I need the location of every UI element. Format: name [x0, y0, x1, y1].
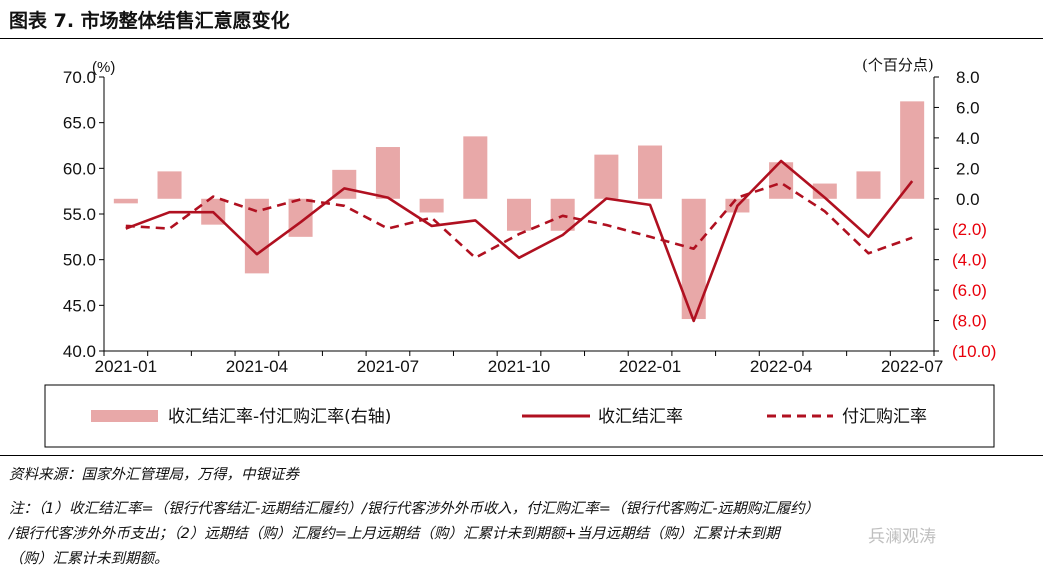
- note-line-3: （购）汇累计未到期额。: [9, 551, 169, 567]
- bar-diff: [812, 183, 837, 199]
- left-axis-tick-label: 60.0: [63, 159, 96, 178]
- chart: 70.0 65.0 60.0 55.0 50.0 45.0 40.0 (%) 8.0 6.0 4.0…: [44, 56, 996, 448]
- bar-diff: [113, 198, 138, 204]
- x-axis-tick-label: 2022-01: [619, 357, 681, 376]
- bar-diff: [856, 171, 881, 199]
- bar-diff: [288, 198, 313, 237]
- legend-box: [44, 384, 995, 448]
- legend-label-solid: 收汇结汇率: [598, 407, 683, 427]
- right-axis-tick-label: 8.0: [956, 68, 980, 87]
- right-axis-tick-label: 0.0: [956, 190, 980, 209]
- right-axis-tick-label: (6.0): [952, 281, 987, 300]
- legend-label-bar: 收汇结汇率-付汇购汇率(右轴): [168, 407, 391, 427]
- note-line-1: 注：（1）收汇结汇率=（银行代客结汇-远期结汇履约）/银行代客涉外外币收入，付汇…: [9, 501, 820, 517]
- left-axis-tick-label: 55.0: [63, 205, 96, 224]
- bar-diff: [419, 198, 444, 213]
- right-axis-tick-label: (10.0): [952, 342, 996, 361]
- right-axis-unit: (个百分点): [862, 56, 934, 74]
- bar-diff: [638, 145, 663, 199]
- x-axis-tick-label: 2022-07: [881, 357, 943, 376]
- x-axis-tick-label: 2021-10: [488, 357, 550, 376]
- left-axis-tick-label: 70.0: [63, 68, 96, 87]
- legend-swatch-bar: [91, 410, 158, 422]
- right-axis-tick-label: 6.0: [956, 98, 980, 117]
- bar-diff: [594, 154, 619, 199]
- legend-label-dashed: 付汇购汇率: [842, 407, 927, 427]
- right-axis-tick-label: (8.0): [952, 312, 987, 331]
- watermark: 兵澜观涛: [868, 527, 936, 547]
- left-axis-unit: (%): [92, 59, 115, 76]
- bar-diff: [463, 136, 488, 199]
- x-axis-tick-label: 2021-04: [226, 357, 288, 376]
- bar-diff: [375, 147, 400, 199]
- line-purchase-rate: [125, 181, 913, 260]
- x-axis-tick-label: 2021-01: [95, 357, 157, 376]
- note-line-2: /银行代客涉外外币支出；（2）远期结（购）汇履约=上月远期结（购）汇累计未到期额…: [9, 526, 780, 542]
- source-text: 资料来源：国家外汇管理局，万得，中银证券: [9, 467, 299, 483]
- left-axis-tick-label: 45.0: [63, 296, 96, 315]
- x-axis-tick-label: 2021-07: [357, 357, 419, 376]
- bar-diff: [244, 198, 269, 274]
- bar-diff: [157, 171, 182, 199]
- left-axis-tick-label: 40.0: [63, 342, 96, 361]
- x-axis-tick-label: 2022-04: [750, 357, 812, 376]
- figure-title: 图表 7. 市场整体结售汇意愿变化: [9, 10, 290, 32]
- bar-diff: [900, 101, 925, 199]
- source-rule: [0, 455, 1043, 456]
- line-settlement-rate: [125, 159, 914, 323]
- left-axis-tick-label: 65.0: [63, 114, 96, 133]
- right-axis-tick-label: 2.0: [956, 159, 980, 178]
- left-axis-tick-label: 50.0: [63, 251, 96, 270]
- right-axis-tick-label: (2.0): [952, 220, 987, 239]
- bar-diff: [506, 198, 532, 231]
- right-axis-tick-label: 4.0: [956, 129, 980, 148]
- right-axis-tick-label: (4.0): [952, 251, 987, 270]
- title-rule: [0, 38, 1043, 39]
